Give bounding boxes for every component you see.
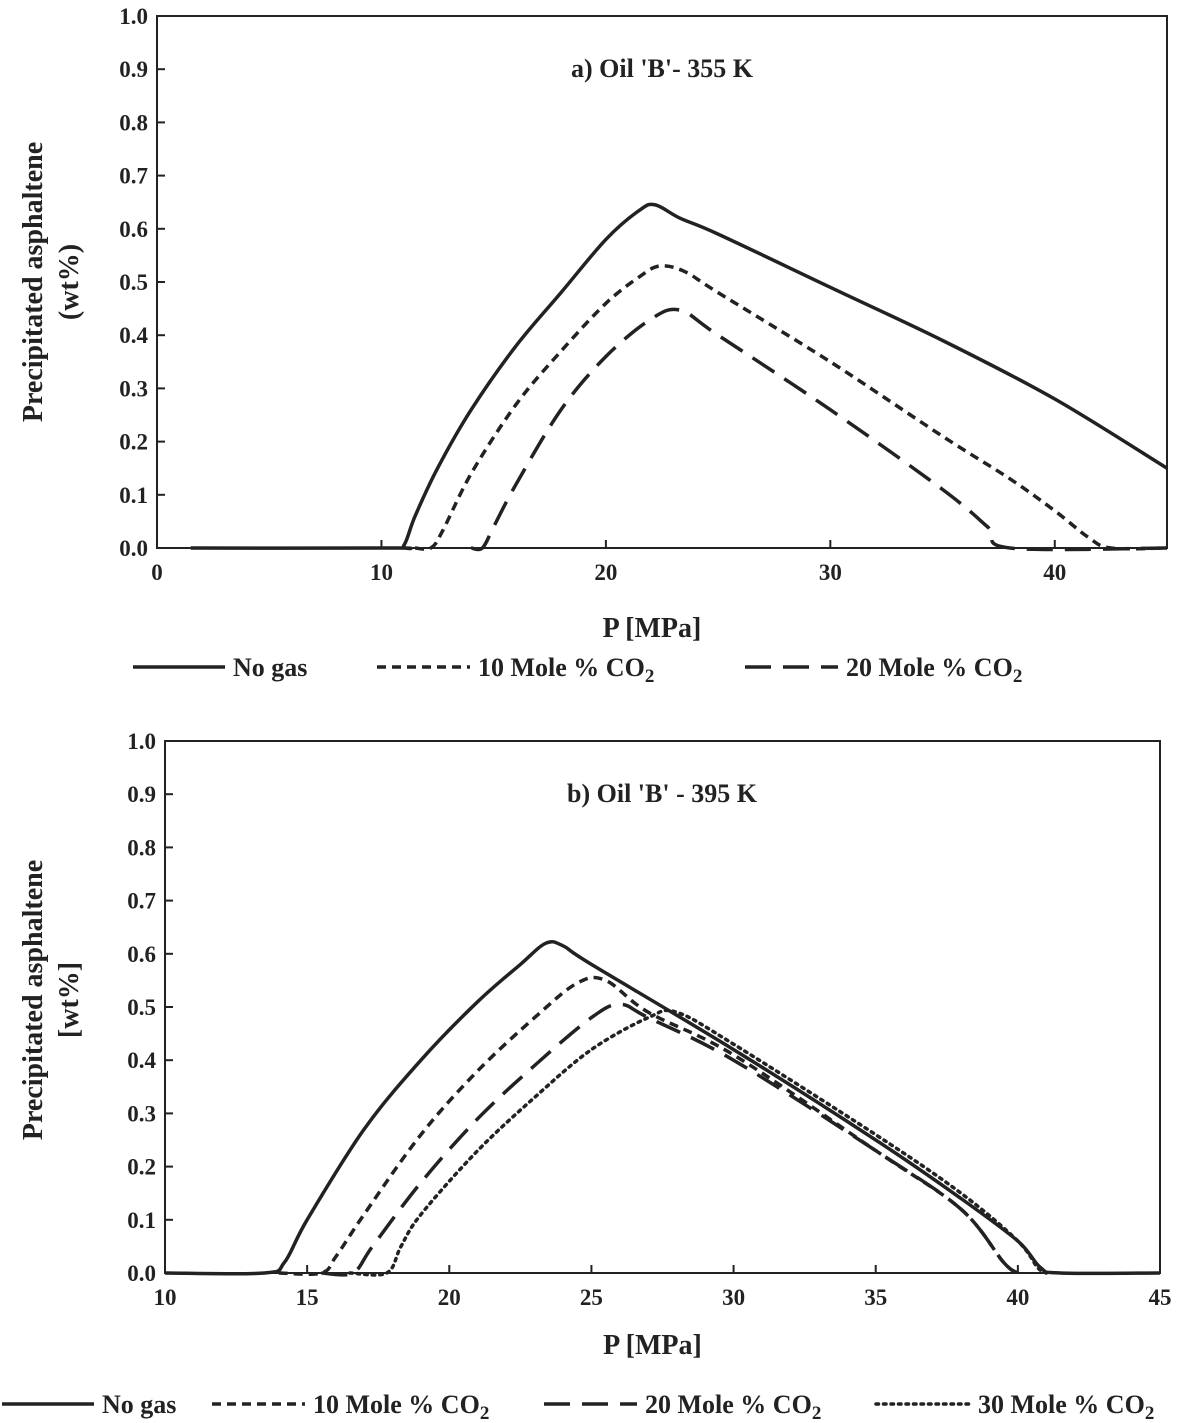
series-line-dotted: [348, 1008, 1049, 1277]
x-axis-label: P [MPa]: [603, 613, 702, 644]
x-tick-label: 25: [580, 1285, 603, 1310]
legend-label: 30 Mole % CO2: [978, 1390, 1154, 1423]
legend-label-main: No gas: [233, 653, 307, 682]
y-axis-label-line2: [wt%]: [54, 962, 85, 1038]
x-tick-label: 30: [819, 560, 842, 585]
series-line-solid: [190, 202, 1168, 551]
series-line-dash: [414, 264, 1168, 551]
y-tick-label: 0.9: [119, 57, 148, 82]
x-tick-label: 40: [1006, 1285, 1029, 1310]
x-tick-label: 45: [1149, 1285, 1172, 1310]
y-axis-label: Precipitated asphaltene (wt%): [18, 142, 85, 422]
legend-label: 20 Mole % CO2: [645, 1390, 821, 1423]
y-tick-label: 0.3: [127, 1101, 156, 1126]
legend-label-subscript: 2: [1145, 1403, 1155, 1423]
y-tick-label: 1.0: [119, 4, 148, 29]
x-tick-label: 0: [151, 560, 163, 585]
legend-label-main: 30 Mole % CO: [978, 1390, 1145, 1419]
legend-label-main: 20 Mole % CO: [645, 1390, 812, 1419]
y-tick-label: 0.6: [127, 942, 156, 967]
series-line-longdash: [470, 307, 1168, 552]
y-tick-label: 0.2: [119, 430, 148, 455]
y-tick-label: 0.0: [119, 536, 148, 561]
series-line-dash: [278, 975, 1019, 1276]
x-tick-label: 35: [864, 1285, 887, 1310]
legend-label: 20 Mole % CO2: [846, 653, 1022, 687]
y-tick-label: 0.0: [127, 1261, 156, 1286]
legend-label-subscript: 2: [1013, 666, 1023, 687]
legend-label-subscript: 2: [812, 1403, 822, 1423]
y-axis-label-line1: Precipitated asphaltene: [18, 142, 49, 422]
x-tick-label: 20: [438, 1285, 461, 1310]
y-tick-label: 0.8: [119, 110, 148, 135]
y-tick-label: 0.7: [127, 889, 156, 914]
x-tick-label: 20: [594, 560, 617, 585]
panel-title: b) Oil 'B' - 395 K: [567, 779, 758, 808]
y-tick-label: 1.0: [127, 729, 156, 754]
y-tick-label: 0.4: [127, 1048, 156, 1073]
legend-label-main: 10 Mole % CO: [478, 653, 645, 682]
y-axis-label: Precipitated asphaltene [wt%]: [18, 860, 85, 1140]
y-tick-label: 0.5: [119, 270, 148, 295]
legend-b: No gas 10 Mole % CO2 20 Mole % CO2 30 Mole …: [2, 1390, 1154, 1423]
series-line-longdash: [321, 1002, 1019, 1277]
chart-panel-b: 0.0 0.1 0.2 0.3 0.4 0.5 0.6 0.7 0.8 0.9 1.0 10 15 20 2…: [18, 729, 1172, 1361]
x-tick-label: 30: [722, 1285, 745, 1310]
legend-a: No gas 10 Mole % CO2 20 Mole % CO2: [133, 653, 1022, 687]
y-tick-label: 0.4: [119, 323, 148, 348]
y-tick-label: 0.6: [119, 217, 148, 242]
x-tick-label: 15: [296, 1285, 319, 1310]
y-tick-label: 0.3: [119, 376, 148, 401]
legend-label: 10 Mole % CO2: [313, 1390, 489, 1423]
y-tick-label: 0.7: [119, 164, 148, 189]
x-tick-label: 10: [154, 1285, 177, 1310]
legend-label-main: 10 Mole % CO: [313, 1390, 480, 1419]
x-axis-label: P [MPa]: [603, 1330, 702, 1361]
y-axis-label-line1: Precipitated asphaltene: [18, 860, 49, 1140]
y-tick-label: 0.1: [127, 1208, 156, 1233]
legend-label-subscript: 2: [645, 666, 655, 687]
legend-label-main: 20 Mole % CO: [846, 653, 1013, 682]
legend-label: 10 Mole % CO2: [478, 653, 654, 687]
legend-label: No gas: [102, 1390, 176, 1419]
x-tick-label: 40: [1043, 560, 1066, 585]
series-line-solid: [164, 939, 1161, 1276]
y-tick-label: 0.5: [127, 995, 156, 1020]
legend-label-main: No gas: [102, 1390, 176, 1419]
y-axis-label-line2: (wt%): [54, 244, 85, 320]
y-tick-label: 0.8: [127, 835, 156, 860]
legend-label-subscript: 2: [480, 1403, 490, 1423]
y-tick-label: 0.1: [119, 483, 148, 508]
y-tick-label: 0.9: [127, 782, 156, 807]
chart-panel-a: 0.0 0.1 0.2 0.3 0.4 0.5 0.6 0.7 0.8 0.9 1.0 0 10 20 30…: [18, 4, 1168, 644]
x-tick-label: 10: [370, 560, 393, 585]
y-tick-label: 0.2: [127, 1155, 156, 1180]
panel-title: a) Oil 'B'- 355 K: [571, 54, 754, 83]
legend-label: No gas: [233, 653, 307, 682]
plot-frame: [156, 15, 1168, 549]
